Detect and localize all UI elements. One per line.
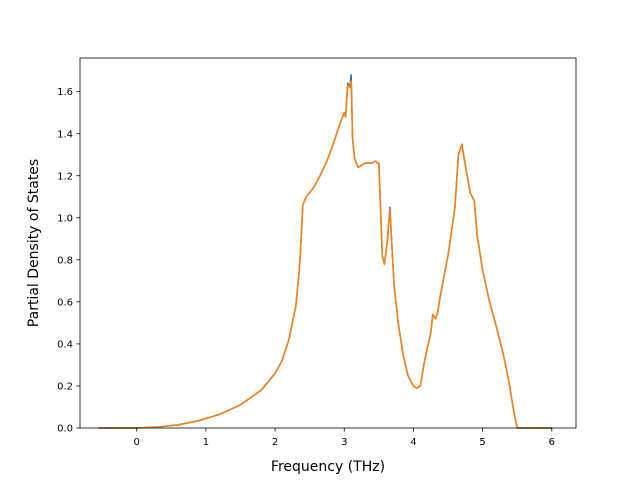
y-tick-label: 1.0 bbox=[57, 213, 73, 224]
series-layer bbox=[97, 74, 553, 429]
y-tick-label: 1.6 bbox=[57, 87, 73, 98]
x-tick-label: 6 bbox=[549, 437, 555, 448]
y-tick-label: 0.2 bbox=[57, 382, 73, 393]
x-tick-label: 2 bbox=[272, 437, 278, 448]
y-axis-label: Partial Density of States bbox=[26, 159, 42, 327]
x-tick-label: 1 bbox=[203, 437, 209, 448]
x-tick-label: 0 bbox=[134, 437, 140, 448]
plot-frame bbox=[79, 57, 577, 429]
y-tick-label: 0.4 bbox=[57, 340, 73, 351]
y-tick-label: 1.2 bbox=[57, 171, 73, 182]
plot-area bbox=[80, 58, 576, 428]
x-axis-label: Frequency (THz) bbox=[271, 459, 385, 475]
x-tick-label: 5 bbox=[479, 437, 485, 448]
y-axis: 0.0 0.2 0.4 0.6 0.8 1.0 1.2 1.4 1.6 bbox=[57, 87, 80, 435]
y-tick-label: 0.6 bbox=[57, 297, 73, 308]
y-tick-label: 1.4 bbox=[57, 129, 73, 140]
x-tick-label: 3 bbox=[341, 437, 347, 448]
x-tick-label: 4 bbox=[410, 437, 416, 448]
series-line-2 bbox=[97, 80, 553, 429]
y-tick-label: 0.0 bbox=[57, 424, 73, 435]
y-tick-label: 0.8 bbox=[57, 255, 73, 266]
x-axis: 0 1 2 3 4 5 6 bbox=[134, 428, 555, 448]
